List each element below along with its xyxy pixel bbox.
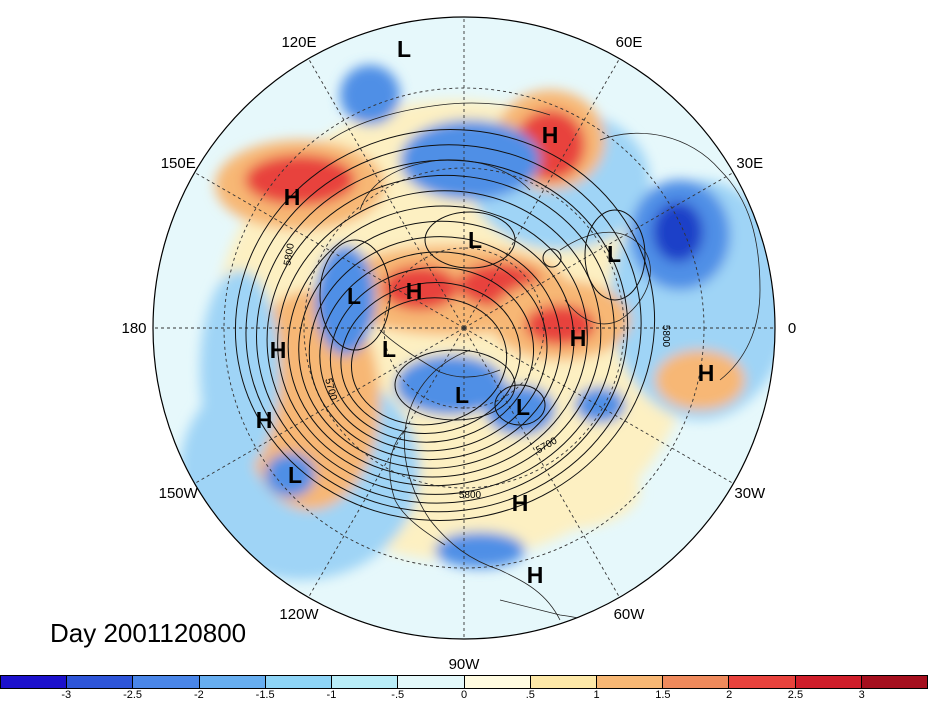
high-pressure-center: H — [406, 278, 423, 304]
longitude-label: 150E — [161, 155, 196, 172]
map-boundary — [152, 16, 776, 640]
low-pressure-center: L — [516, 394, 530, 420]
longitude-label: 30E — [736, 155, 763, 172]
longitude-label: 120W — [279, 606, 319, 623]
colorbar-tick-label: .5 — [525, 689, 535, 701]
height-contours — [234, 129, 656, 521]
low-pressure-center: L — [347, 283, 361, 309]
colorbar — [0, 675, 928, 689]
low-pressure-center: L — [397, 36, 411, 62]
low-pressure-center: L — [382, 336, 396, 362]
graticule — [153, 17, 775, 639]
colorbar-swatch — [1, 676, 68, 688]
colorbar-tick-label: 0 — [460, 689, 468, 701]
low-pressure-center: L — [468, 227, 482, 253]
colorbar-tick-label: 1.5 — [655, 689, 671, 701]
colorbar-tick-label: -1 — [326, 689, 337, 701]
longitude-labels: 90E60E30E030W60W90W120W150W180150E120E — [121, 34, 796, 673]
high-pressure-center: H — [284, 184, 301, 210]
high-pressure-center: H — [542, 122, 559, 148]
high-pressure-center: H — [698, 360, 715, 386]
colorbar-swatch — [530, 676, 597, 688]
high-pressure-center: H — [512, 490, 529, 516]
colorbar-swatch — [663, 676, 730, 688]
pressure-centers: L H L H L L H H L L L L H H H H H — [256, 36, 715, 588]
colorbar-swatch — [133, 676, 200, 688]
high-pressure-center: H — [270, 337, 287, 363]
high-pressure-center: H — [527, 562, 544, 588]
longitude-label: 60E — [616, 34, 643, 51]
longitude-label: 180 — [121, 320, 146, 337]
contour-label: 5800 — [282, 242, 297, 266]
low-pressure-center: L — [455, 382, 469, 408]
colorbar-swatch — [596, 676, 664, 688]
colorbar-swatch — [464, 676, 531, 688]
colorbar-swatch — [795, 676, 862, 688]
longitude-label: 150W — [159, 485, 199, 502]
low-pressure-center: L — [607, 241, 621, 267]
colorbar-tick-label: 3 — [858, 689, 865, 701]
longitude-label: 120E — [281, 34, 316, 51]
contour-label: 5800 — [459, 490, 482, 501]
longitude-label: 0 — [788, 320, 796, 337]
colorbar-tick-label: -3 — [61, 689, 72, 701]
colorbar-swatch — [729, 676, 796, 688]
longitude-label: 60W — [614, 606, 646, 623]
low-pressure-center: L — [288, 462, 302, 488]
contour-label: 5800 — [660, 325, 671, 348]
colorbar-tick-label: -2.5 — [123, 689, 143, 701]
colorbar-tick-label: 1 — [593, 689, 600, 701]
colorbar-tick-labels: -3 -2.5 -2 -1.5 -1 -.5 0 .5 1 1.5 2 2.5 3 — [0, 689, 928, 703]
colorbar-tick-label: 2.5 — [787, 689, 804, 701]
high-pressure-center: H — [570, 325, 587, 351]
colorbar-swatch — [332, 676, 399, 688]
day-label: Day 2001120800 — [50, 618, 247, 648]
colorbar-swatch — [199, 676, 266, 688]
high-pressure-center: H — [256, 407, 273, 433]
colorbar-tick-label: 2 — [726, 689, 733, 701]
colorbar-tick-label: -1.5 — [255, 689, 275, 701]
colorbar-swatch — [861, 676, 928, 688]
colorbar-tick-label: -.5 — [391, 689, 405, 701]
colorbar-tick-label: -2 — [193, 689, 204, 701]
longitude-label: 90W — [449, 656, 481, 673]
colorbar-swatch — [265, 676, 333, 688]
colorbar-swatch — [67, 676, 134, 688]
longitude-label: 30W — [734, 485, 766, 502]
colorbar-swatch — [398, 676, 465, 688]
